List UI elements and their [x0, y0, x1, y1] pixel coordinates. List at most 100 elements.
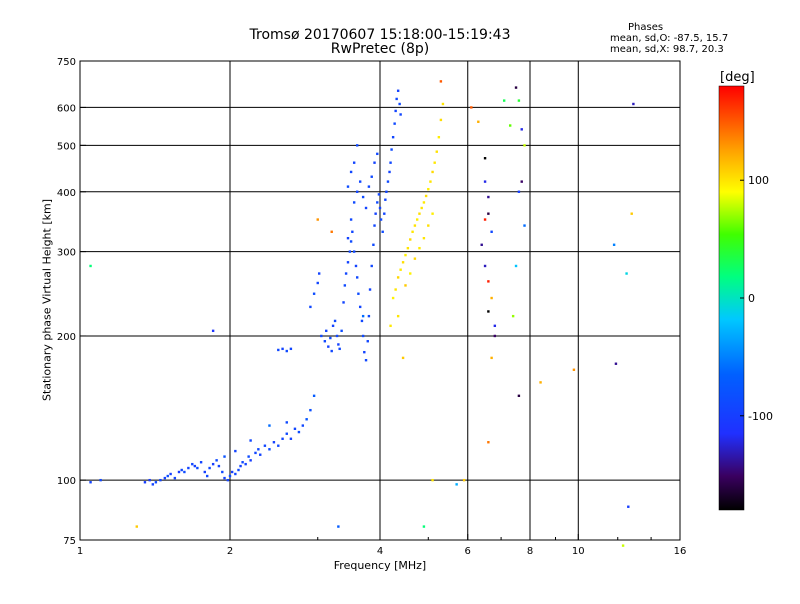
data-point [514, 264, 518, 268]
data-point [389, 161, 392, 164]
data-point [627, 505, 630, 508]
data-point [249, 439, 252, 442]
data-point [424, 194, 428, 198]
y-tick-label: 400 [57, 188, 76, 199]
data-point [487, 441, 490, 444]
data-point [344, 272, 348, 275]
data-point [247, 455, 250, 458]
data-point [151, 483, 155, 486]
data-point [431, 170, 434, 174]
data-point [268, 424, 271, 427]
data-point [277, 348, 280, 352]
data-point [418, 246, 421, 250]
data-point [89, 481, 92, 484]
grid-lines [79, 61, 680, 540]
data-point [517, 190, 521, 193]
data-point [429, 180, 432, 183]
data-point [435, 150, 438, 153]
y-axis-label: Stationary phase Virtual Height [km] [40, 198, 54, 402]
data-point [539, 381, 542, 384]
data-point [632, 102, 635, 106]
phase-legend-o-stats: mean, sd,O: -87.5, 15.7 [610, 33, 729, 44]
data-point [335, 334, 339, 338]
data-point [268, 448, 271, 451]
data-point [517, 394, 521, 398]
data-point [372, 243, 375, 246]
data-point [364, 359, 368, 362]
data-point [370, 175, 373, 178]
data-point [415, 218, 419, 221]
data-point [346, 261, 350, 264]
data-point [427, 187, 430, 191]
x-tick-label: 8 [527, 546, 533, 557]
x-tick-label: 10 [572, 546, 585, 557]
data-point [177, 470, 181, 474]
data-point [205, 474, 209, 478]
data-point [487, 195, 490, 199]
data-point [383, 212, 386, 215]
data-point [211, 462, 215, 466]
data-point [427, 224, 430, 227]
data-point [401, 261, 405, 264]
data-point [373, 161, 376, 164]
data-point [309, 408, 312, 412]
y-tick-label: 200 [57, 332, 76, 343]
data-point [183, 470, 186, 474]
data-point [257, 448, 260, 451]
data-point [439, 80, 443, 83]
data-point [357, 292, 360, 295]
data-point [312, 394, 316, 398]
data-point [612, 243, 616, 246]
data-point [411, 230, 414, 233]
data-point [163, 476, 167, 480]
data-point [148, 478, 151, 482]
data-point [338, 347, 341, 351]
data-point [272, 441, 276, 444]
data-point [514, 86, 518, 89]
data-point [355, 144, 359, 147]
data-point [289, 347, 293, 351]
data-point [191, 462, 194, 466]
data-point [203, 470, 206, 474]
data-point [159, 478, 162, 482]
data-point [297, 430, 301, 434]
data-point [431, 212, 434, 215]
data-point [391, 296, 395, 300]
data-point [523, 144, 526, 147]
scatter-points [89, 80, 635, 547]
x-tick-label: 16 [674, 546, 687, 557]
data-point [511, 314, 515, 318]
data-point [385, 190, 388, 193]
data-point [277, 444, 280, 447]
data-point [439, 118, 443, 122]
data-point [99, 478, 102, 482]
colorbar-label: [deg] [720, 70, 755, 85]
colorbar-tick-label: -100 [748, 410, 773, 423]
x-axis-label: Frequency [MHz] [333, 559, 427, 572]
data-point [348, 250, 352, 253]
data-point [422, 201, 426, 204]
y-tick-label: 100 [57, 476, 76, 487]
data-point [354, 264, 358, 268]
data-point [346, 185, 350, 188]
data-point [404, 253, 407, 257]
phase-legend-title: Phases [628, 22, 664, 33]
data-point [490, 356, 493, 360]
colorbar [719, 86, 744, 510]
data-point [477, 120, 480, 123]
data-point [135, 525, 138, 528]
data-point [625, 272, 628, 275]
data-point [395, 97, 398, 101]
data-point [396, 314, 400, 318]
colorbar-tick-label: 0 [748, 292, 755, 305]
data-point [346, 236, 350, 240]
data-point [154, 481, 158, 484]
data-point [285, 421, 288, 424]
data-point [376, 201, 379, 204]
data-point [431, 478, 434, 482]
y-tick-label: 75 [63, 536, 76, 547]
data-point [399, 268, 402, 271]
data-point [490, 230, 493, 233]
data-point [343, 284, 347, 287]
